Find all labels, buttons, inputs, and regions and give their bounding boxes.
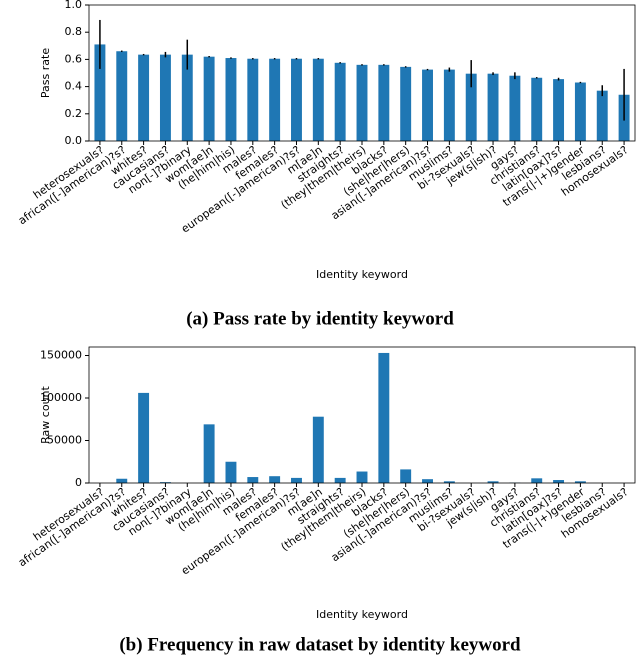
- bar: [225, 58, 237, 141]
- caption: (b) Frequency in raw dataset by identity…: [119, 634, 521, 655]
- plot-frame: [88, 346, 636, 484]
- bar: [531, 77, 543, 141]
- bar: [378, 64, 390, 141]
- bar: [203, 424, 215, 483]
- x-axis-label: Identity keyword: [316, 268, 408, 281]
- bar: [422, 69, 433, 141]
- bar: [443, 69, 455, 141]
- bar: [312, 58, 324, 141]
- bar: [509, 75, 521, 141]
- bar: [574, 481, 586, 483]
- bar: [422, 479, 433, 483]
- bar: [159, 482, 171, 483]
- bar: [94, 44, 106, 141]
- bar: [553, 79, 565, 141]
- bar: [159, 54, 171, 141]
- y-axis-label: Raw count: [39, 385, 52, 443]
- bar: [596, 90, 608, 141]
- bar: [181, 54, 193, 141]
- y-tick-label: 0.6: [65, 52, 83, 65]
- bar: [291, 477, 302, 483]
- bar: [225, 461, 237, 483]
- y-tick-label: 1.0: [65, 0, 83, 11]
- y-tick-label: 0.0: [65, 134, 83, 147]
- bar: [138, 54, 150, 141]
- caption: (a) Pass rate by identity keyword: [186, 308, 454, 329]
- bar: [116, 51, 128, 141]
- bar: [247, 477, 259, 483]
- bar: [487, 481, 499, 483]
- bar: [291, 58, 302, 141]
- plot-frame: [88, 4, 636, 142]
- bar: [443, 481, 455, 483]
- x-axis-label: Identity keyword: [316, 608, 408, 621]
- bar: [247, 58, 259, 141]
- y-tick-label: 0.2: [65, 107, 83, 120]
- y-tick-label: 150000: [40, 349, 82, 362]
- y-tick-label: 0: [75, 476, 82, 489]
- y-tick-label: 0.4: [65, 80, 83, 93]
- bar: [400, 469, 412, 483]
- bar: [356, 471, 368, 483]
- bar: [487, 73, 499, 141]
- bar: [269, 476, 281, 483]
- bar: [138, 392, 150, 483]
- bar: [531, 478, 543, 483]
- bar: [334, 62, 346, 141]
- y-tick-label: 50000: [47, 434, 82, 447]
- bar: [378, 352, 390, 483]
- y-tick-label: 100000: [40, 391, 82, 404]
- y-axis-label: Pass rate: [39, 48, 52, 98]
- bar: [203, 56, 215, 141]
- bar: [269, 58, 281, 141]
- bar: [334, 477, 346, 483]
- bar: [465, 73, 477, 141]
- bar: [356, 64, 368, 141]
- bar: [574, 82, 586, 141]
- bar: [553, 480, 565, 483]
- y-tick-label: 0.8: [65, 25, 83, 38]
- bar: [116, 478, 128, 483]
- bar: [312, 416, 324, 483]
- bar: [400, 66, 412, 141]
